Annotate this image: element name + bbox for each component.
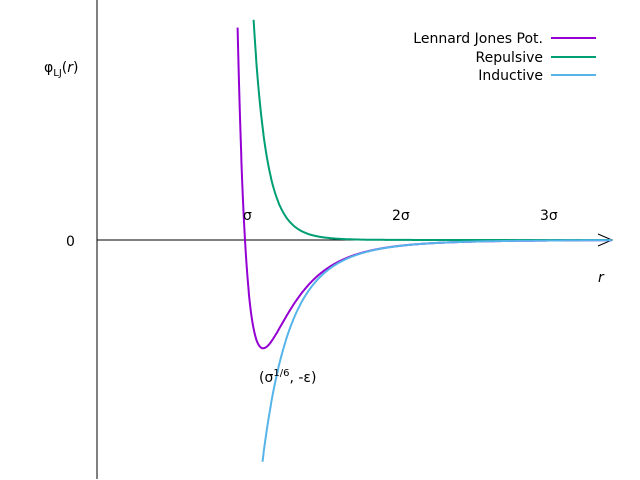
x-tick-label-2sigma: 2σ — [392, 208, 410, 224]
y-axis-label: φLJ(r) — [44, 60, 78, 79]
legend-label-lj: Lennard Jones Pot. — [413, 31, 543, 47]
legend-label-inductive: Inductive — [478, 68, 543, 84]
legend: Lennard Jones Pot. Repulsive Inductive — [413, 31, 596, 84]
inductive-curve — [261, 239, 612, 462]
x-tick-label-sigma: σ — [243, 208, 252, 224]
y-tick-label-0: 0 — [66, 234, 75, 250]
legend-label-repulsive: Repulsive — [476, 50, 543, 66]
x-tick-label-3sigma: 3σ — [540, 208, 558, 224]
x-axis-arrowhead — [597, 233, 614, 247]
minimum-annotation: (σ1/6, -ε) — [259, 368, 316, 386]
series-group — [236, 19, 612, 462]
repulsive-curve — [252, 19, 612, 241]
x-axis-label: r — [598, 270, 605, 286]
